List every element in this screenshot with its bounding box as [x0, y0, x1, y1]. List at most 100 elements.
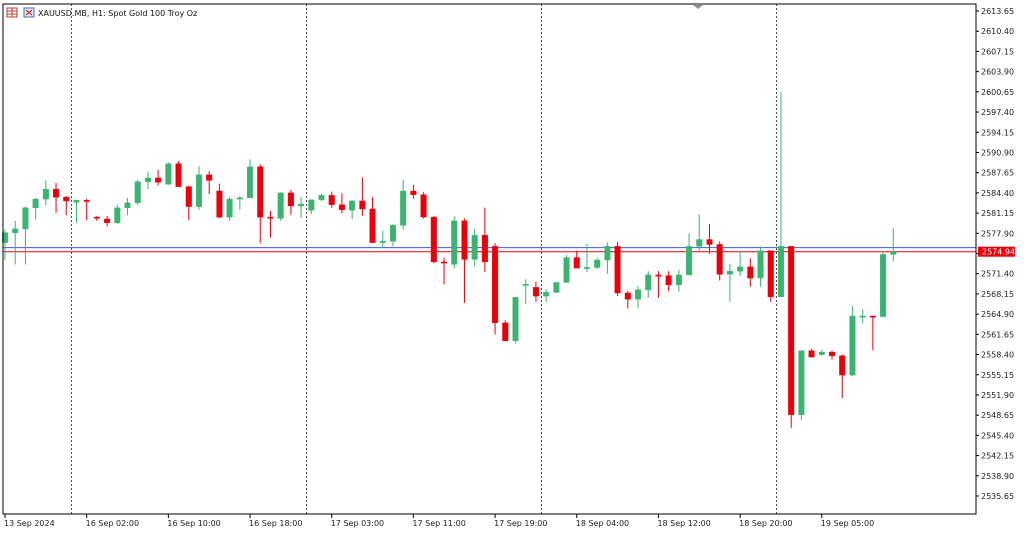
candle[interactable]: [12, 220, 19, 265]
candle[interactable]: [512, 297, 519, 344]
candle[interactable]: [226, 197, 233, 221]
candle[interactable]: [22, 206, 29, 265]
candle[interactable]: [104, 215, 111, 227]
candle[interactable]: [563, 255, 570, 283]
candle[interactable]: [410, 184, 417, 199]
candle[interactable]: [359, 177, 366, 216]
candlestick-series[interactable]: [2, 92, 897, 428]
candle[interactable]: [451, 216, 458, 269]
candle[interactable]: [73, 199, 80, 223]
candle[interactable]: [134, 179, 141, 206]
candle[interactable]: [788, 246, 795, 428]
candle[interactable]: [706, 223, 713, 254]
candle[interactable]: [165, 162, 172, 185]
candle[interactable]: [859, 309, 866, 324]
candle[interactable]: [318, 193, 325, 201]
candle[interactable]: [573, 250, 580, 269]
chart-grid-icon[interactable]: [6, 7, 18, 18]
candle[interactable]: [686, 233, 693, 276]
chart-shift-marker[interactable]: [693, 5, 703, 9]
candle[interactable]: [32, 197, 39, 220]
candle[interactable]: [829, 350, 836, 360]
candle[interactable]: [890, 228, 897, 262]
y-tick-label: 2594.15: [981, 128, 1014, 137]
candle[interactable]: [53, 182, 60, 213]
candle[interactable]: [298, 197, 305, 218]
candle[interactable]: [645, 271, 652, 298]
candle[interactable]: [777, 92, 784, 297]
candle[interactable]: [42, 179, 49, 206]
candle[interactable]: [767, 250, 774, 302]
candle[interactable]: [195, 166, 202, 210]
chart-window-icon[interactable]: [23, 7, 35, 18]
candle[interactable]: [522, 279, 529, 305]
candle-body: [114, 207, 121, 223]
candle[interactable]: [277, 192, 284, 221]
candle[interactable]: [144, 171, 151, 190]
candle[interactable]: [614, 241, 621, 297]
candle[interactable]: [420, 192, 427, 219]
candle[interactable]: [257, 164, 264, 244]
candle[interactable]: [175, 161, 182, 187]
candle[interactable]: [2, 229, 8, 261]
candle[interactable]: [400, 179, 407, 230]
candle[interactable]: [696, 214, 703, 251]
candle[interactable]: [83, 198, 90, 221]
candle[interactable]: [665, 271, 672, 292]
candle[interactable]: [471, 228, 478, 267]
candle[interactable]: [798, 350, 805, 420]
candle[interactable]: [267, 210, 274, 238]
candle[interactable]: [553, 282, 560, 293]
candle[interactable]: [655, 271, 662, 298]
candle[interactable]: [543, 289, 550, 303]
candle[interactable]: [308, 199, 315, 215]
candle[interactable]: [216, 183, 223, 219]
y-tick-label: 2551.90: [981, 391, 1014, 400]
candle[interactable]: [808, 348, 815, 358]
candle[interactable]: [594, 258, 601, 270]
candle[interactable]: [747, 258, 754, 287]
candle[interactable]: [481, 207, 488, 272]
candle[interactable]: [675, 269, 682, 292]
candle[interactable]: [880, 251, 887, 317]
candle[interactable]: [389, 223, 396, 247]
candle[interactable]: [114, 204, 121, 224]
candle[interactable]: [818, 349, 825, 356]
candle[interactable]: [369, 197, 376, 243]
candle[interactable]: [206, 171, 213, 195]
candle[interactable]: [461, 218, 468, 303]
candle[interactable]: [247, 159, 254, 199]
candle[interactable]: [869, 315, 876, 351]
candle[interactable]: [124, 197, 131, 216]
candle[interactable]: [236, 195, 243, 210]
candle[interactable]: [532, 281, 539, 302]
candle[interactable]: [441, 257, 448, 285]
candle[interactable]: [635, 286, 642, 309]
candle[interactable]: [287, 189, 294, 215]
candle[interactable]: [430, 215, 437, 264]
candle[interactable]: [726, 263, 733, 302]
x-tick-label: 19 Sep 05:00: [821, 519, 874, 528]
candle[interactable]: [757, 246, 764, 287]
candle[interactable]: [502, 320, 509, 342]
candle[interactable]: [492, 243, 499, 335]
candle[interactable]: [185, 185, 192, 221]
y-tick-label: 2535.65: [981, 492, 1014, 501]
candle[interactable]: [839, 354, 846, 399]
candle[interactable]: [624, 291, 631, 309]
candle[interactable]: [63, 195, 70, 216]
candle[interactable]: [338, 193, 345, 214]
candle[interactable]: [328, 191, 335, 208]
candle[interactable]: [604, 242, 611, 274]
candle[interactable]: [849, 306, 856, 377]
candle[interactable]: [379, 230, 386, 249]
candle[interactable]: [716, 241, 723, 281]
candle[interactable]: [349, 199, 356, 219]
candle[interactable]: [93, 215, 100, 221]
candle[interactable]: [155, 169, 162, 186]
candle-body: [144, 177, 151, 182]
candle[interactable]: [583, 243, 590, 272]
candle[interactable]: [737, 251, 744, 277]
